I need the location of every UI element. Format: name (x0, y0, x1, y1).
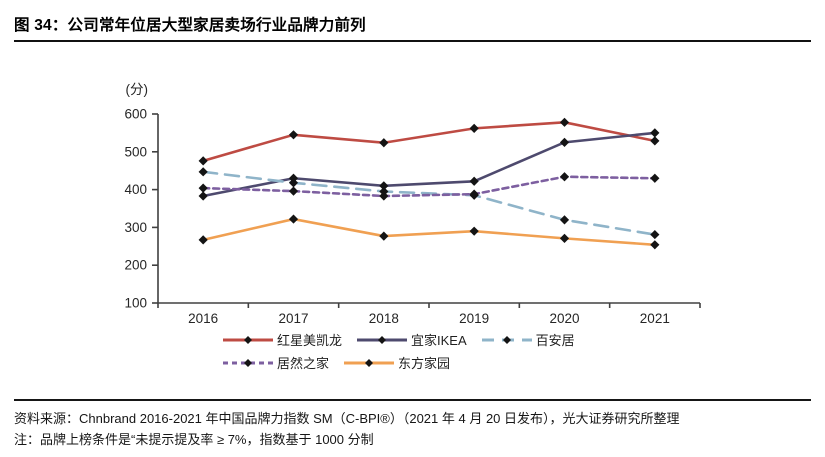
brand-power-line-chart: 100 200 300 400 500 600 (分) 2016 2017 2018 2019 202… (124, 82, 701, 326)
source-divider (14, 399, 811, 401)
source-text: 资料来源：Chnbrand 2016-2021 年中国品牌力指数 SM（C-BP… (14, 411, 680, 426)
diamond-marker (288, 130, 299, 140)
diamond-marker (378, 335, 387, 344)
legend-label: 百安居 (535, 333, 575, 348)
legend-label: 居然之家 (277, 356, 330, 371)
x-tick-label: 2018 (369, 311, 399, 326)
chart-legend: 红星美凯龙 宜家IKEA 百安居居然之家 东方家园 (222, 330, 589, 372)
series-line-2 (201, 170, 657, 236)
diamond-marker (198, 167, 208, 177)
diamond-marker (650, 240, 660, 250)
legend-item-4: 东方家园 (343, 353, 450, 372)
diamond-marker (198, 156, 208, 166)
axes (157, 114, 700, 304)
diamond-marker (650, 136, 660, 146)
x-tick-label: 2020 (549, 311, 579, 326)
series-line-0 (201, 121, 657, 163)
series-line-4 (201, 217, 657, 247)
note-text: 注：品牌上榜条件是“未提示提及率 ≥ 7%，指数基于 1000 分制 (14, 432, 374, 447)
diamond-marker (244, 335, 252, 344)
legend-row: 红星美凯龙 宜家IKEA 百安居 (222, 330, 589, 349)
legend-item-2: 百安居 (481, 330, 575, 349)
diamond-marker (559, 233, 570, 243)
diamond-marker (198, 183, 208, 193)
y-tick-label: 600 (124, 107, 147, 122)
source-block: 资料来源：Chnbrand 2016-2021 年中国品牌力指数 SM（C-BP… (14, 408, 814, 450)
diamond-marker (288, 178, 299, 188)
series-line-3 (201, 175, 657, 198)
figure-title: 图 34：公司常年位居大型家居卖场行业品牌力前列 (14, 17, 366, 34)
diamond-marker (198, 235, 208, 245)
legend-row: 居然之家 东方家园 (222, 353, 589, 372)
title-divider (14, 40, 811, 43)
legend-item-1: 宜家IKEA (356, 330, 467, 349)
legend-swatch-icon (344, 358, 395, 367)
y-axis-unit-label: (分) (126, 82, 149, 97)
diamond-marker (650, 128, 660, 138)
y-tick-label: 300 (124, 220, 147, 235)
diamond-marker (650, 173, 660, 183)
diamond-marker (469, 123, 479, 133)
diamond-marker (559, 137, 570, 147)
legend-swatch-icon (223, 358, 273, 367)
x-tick-label: 2017 (278, 311, 308, 326)
diamond-marker (198, 191, 208, 201)
legend-item-0: 红星美凯龙 (222, 330, 342, 349)
diamond-marker (502, 335, 511, 344)
y-tick-label: 200 (124, 258, 147, 273)
legend-swatch-icon (223, 335, 273, 344)
x-tick-label: 2021 (640, 311, 670, 326)
x-tick-label: 2016 (188, 311, 218, 326)
diamond-marker (559, 215, 570, 225)
diamond-marker (379, 231, 389, 241)
legend-swatch-icon (481, 335, 532, 344)
diamond-marker (559, 172, 570, 182)
diamond-marker (288, 186, 299, 196)
x-tick-label: 2019 (459, 311, 489, 326)
y-tick-label: 400 (124, 182, 147, 197)
diamond-marker (650, 229, 660, 240)
legend-item-3: 居然之家 (222, 353, 329, 372)
diamond-marker (288, 214, 299, 224)
diamond-marker (244, 358, 252, 367)
diamond-marker (379, 191, 389, 201)
legend-label: 东方家园 (398, 356, 451, 371)
diamond-marker (379, 181, 389, 191)
diamond-marker (469, 176, 479, 186)
diamond-marker (559, 117, 570, 127)
diamond-marker (365, 358, 374, 367)
y-tick-label: 500 (124, 144, 147, 159)
legend-swatch-icon (357, 335, 408, 344)
diamond-marker (379, 138, 389, 148)
diamond-marker (469, 226, 479, 236)
legend-label: 宜家IKEA (411, 333, 467, 348)
legend-label: 红星美凯龙 (277, 333, 343, 348)
y-tick-label: 100 (124, 296, 147, 311)
